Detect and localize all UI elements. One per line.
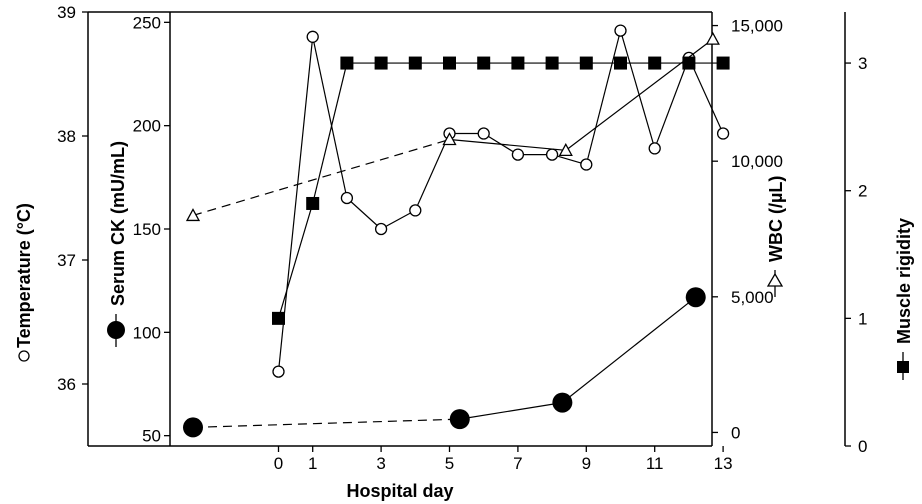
muscle-rigidity-point (443, 56, 456, 70)
x-tick-label: 11 (646, 454, 664, 473)
muscle-rigidity-point (614, 56, 627, 70)
muscle-rigidity-point (408, 56, 422, 70)
wbc-tick-label: 0 (731, 423, 740, 442)
wbc-line-segment (565, 38, 714, 151)
serum-ck-point (552, 392, 573, 413)
muscle-rigidity-axis-title: Muscle rigidity (894, 218, 914, 344)
wbc-line-segment (449, 138, 566, 151)
muscle-rigidity-line-segment (277, 203, 314, 319)
temperature-line-segment (380, 209, 416, 230)
temperature-tick-label: 36 (57, 375, 76, 394)
temperature-point (614, 24, 627, 37)
wbc-tick-label: 5,000 (731, 288, 774, 307)
muscle-rigidity-axis-title-group: Muscle rigidity (894, 218, 914, 380)
ticks-layer: 0 1 3 5 7 9 11 13363738395010015020025005,00010… (57, 3, 867, 473)
muscle-rigidity-point (374, 56, 388, 70)
muscle-rigidity-point (340, 56, 354, 70)
wbc-point (442, 132, 457, 146)
temperature-axis-title-group: Temperature (°C) (14, 203, 34, 362)
serum-ck-axis-title: Serum CK (mU/mL) (108, 141, 128, 306)
temperature-point (477, 127, 490, 140)
temperature-point (409, 204, 422, 217)
serum-ck-line-segment (192, 418, 460, 428)
muscle-rigidity-line-segment (312, 62, 348, 204)
x-tick-label: 3 (376, 454, 385, 473)
muscle-rigidity-tick-label: 2 (858, 182, 867, 201)
serum-ck-line-segment (561, 296, 697, 404)
filled-circle-legend-icon (107, 321, 125, 339)
temperature-line-segment (654, 57, 690, 149)
wbc-point (558, 142, 573, 156)
wbc-point (185, 208, 201, 222)
temperature-line-segment (414, 133, 451, 211)
temperature-tick-label: 38 (57, 127, 76, 146)
axes-group (87, 11, 846, 447)
serum-ck-point (183, 417, 203, 438)
open-circle-legend-icon (18, 350, 30, 362)
serum-ck-tick-label: 50 (142, 427, 161, 446)
serum-ck-point (449, 409, 470, 430)
temperature-axis-title: Temperature (°C) (14, 203, 34, 348)
serum-ck-axis-title-group: Serum CK (mU/mL) (107, 141, 128, 347)
x-tick-label: 0 (274, 454, 283, 473)
serum-ck-tick-label: 200 (133, 117, 161, 136)
temperature-line-segment (688, 57, 724, 134)
temperature-tick-label: 39 (57, 3, 76, 22)
x-tick-label: 7 (513, 454, 522, 473)
temperature-point (580, 158, 593, 171)
wbc-tick-label: 15,000 (731, 17, 783, 36)
serum-ck-line-segment (459, 402, 563, 420)
muscle-rigidity-point (682, 56, 696, 70)
serum-ck-point (685, 287, 706, 308)
x-tick-label: 13 (714, 454, 733, 473)
open-triangle-legend-icon (766, 272, 784, 287)
muscle-rigidity-tick-label: 3 (858, 54, 867, 73)
x-axis-title: Hospital day (346, 481, 453, 501)
serum-ck-tick-label: 250 (133, 13, 161, 32)
wbc-tick-label: 10,000 (731, 152, 783, 171)
serum-ck-tick-label: 100 (133, 323, 161, 342)
temperature-point (545, 148, 559, 161)
muscle-rigidity-point (716, 56, 730, 70)
wbc-axis-title-group: WBC (/µL) (766, 176, 786, 297)
muscle-rigidity-point (272, 311, 285, 325)
x-tick-label: 1 (308, 454, 317, 473)
muscle-rigidity-point (511, 56, 525, 70)
muscle-rigidity-point (648, 56, 662, 70)
muscle-rigidity-tick-label: 1 (858, 309, 867, 328)
temperature-line-segment (585, 30, 622, 165)
temperature-tick-label: 37 (57, 251, 76, 270)
wbc-axis-title: WBC (/µL) (766, 176, 786, 262)
temperature-point (306, 30, 319, 43)
wbc-point (705, 31, 720, 45)
temperature-point (272, 365, 285, 378)
temperature-point (511, 148, 525, 161)
x-tick-label: 9 (582, 454, 591, 473)
filled-square-legend-icon (897, 361, 909, 373)
temperature-point (648, 142, 661, 155)
temperature-point (374, 222, 388, 236)
temperature-line-segment (346, 197, 382, 230)
muscle-rigidity-point (545, 56, 559, 70)
temperature-line-segment (619, 30, 656, 149)
wbc-line-segment (192, 138, 450, 217)
x-tick-label: 5 (445, 454, 454, 473)
muscle-rigidity-point (477, 56, 491, 70)
muscle-rigidity-point (306, 196, 320, 210)
muscle-rigidity-point (579, 56, 593, 70)
muscle-rigidity-tick-label: 0 (858, 437, 867, 456)
temperature-point (340, 191, 354, 205)
series-layer (183, 24, 730, 438)
temperature-point (716, 127, 730, 140)
serum-ck-tick-label: 150 (133, 220, 161, 239)
